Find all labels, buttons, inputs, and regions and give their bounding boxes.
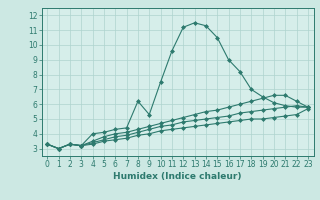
X-axis label: Humidex (Indice chaleur): Humidex (Indice chaleur) <box>113 172 242 181</box>
